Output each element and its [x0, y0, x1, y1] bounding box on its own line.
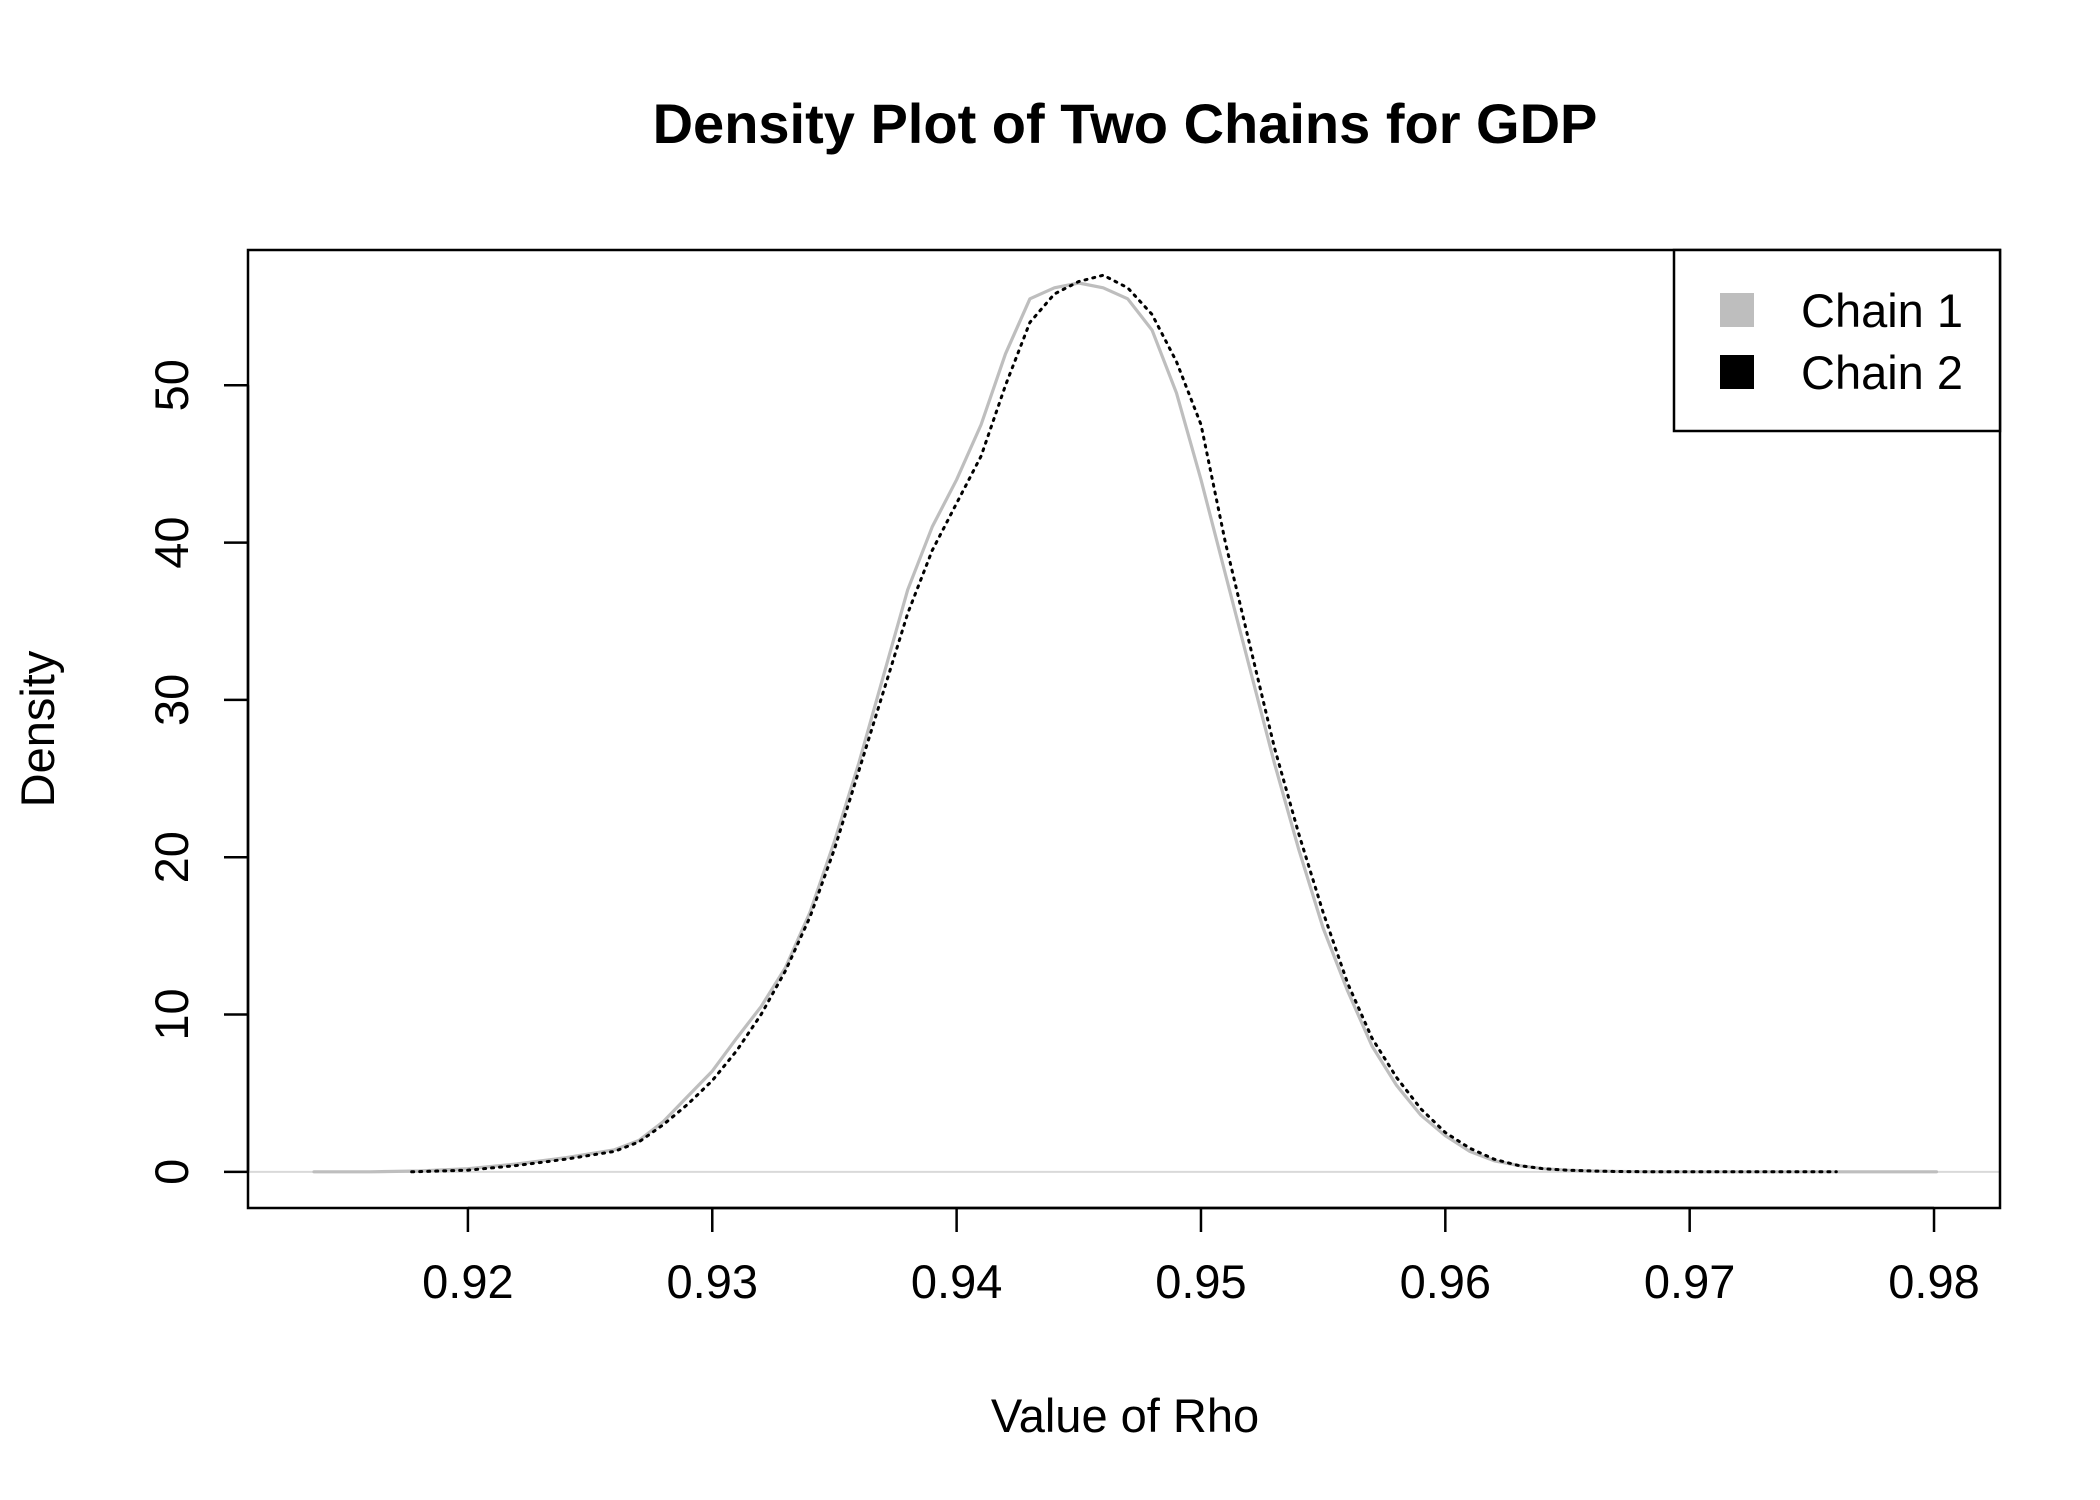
legend-swatch-chain-1: [1720, 293, 1754, 327]
series-line-chain-2: [410, 273, 1838, 1174]
x-tick-label: 0.93: [667, 1255, 758, 1308]
x-tick-label: 0.97: [1644, 1255, 1735, 1308]
legend: Chain 1 Chain 2: [1672, 248, 2002, 433]
x-tick-label: 0.92: [422, 1255, 513, 1308]
plot-frame: [246, 248, 2002, 1210]
y-tick-label: 50: [145, 359, 198, 411]
legend-box: [1672, 248, 2002, 433]
y-tick-label: 30: [145, 674, 198, 726]
x-tick-label: 0.95: [1155, 1255, 1246, 1308]
legend-label-chain-2: Chain 2: [1801, 346, 1963, 399]
series-layer: [312, 273, 1939, 1174]
y-tick-label: 40: [145, 516, 198, 568]
x-axis-label: Value of Rho: [991, 1389, 1259, 1442]
x-tick-label: 0.94: [911, 1255, 1002, 1308]
legend-label-chain-1: Chain 1: [1801, 284, 1963, 337]
y-axis: 0 10 20 30 40 50: [145, 359, 250, 1185]
legend-swatch-chain-2: [1720, 355, 1754, 389]
y-tick-label: 20: [145, 831, 198, 883]
y-tick-label: 10: [145, 988, 198, 1040]
chart-title: Density Plot of Two Chains for GDP: [653, 92, 1598, 155]
x-tick-label: 0.98: [1888, 1255, 1979, 1308]
x-axis: 0.92 0.93 0.94 0.95 0.96 0.97 0.98: [422, 1206, 1980, 1308]
y-axis-label: Density: [11, 650, 64, 807]
y-tick-label: 0: [145, 1159, 198, 1185]
x-tick-label: 0.96: [1400, 1255, 1491, 1308]
